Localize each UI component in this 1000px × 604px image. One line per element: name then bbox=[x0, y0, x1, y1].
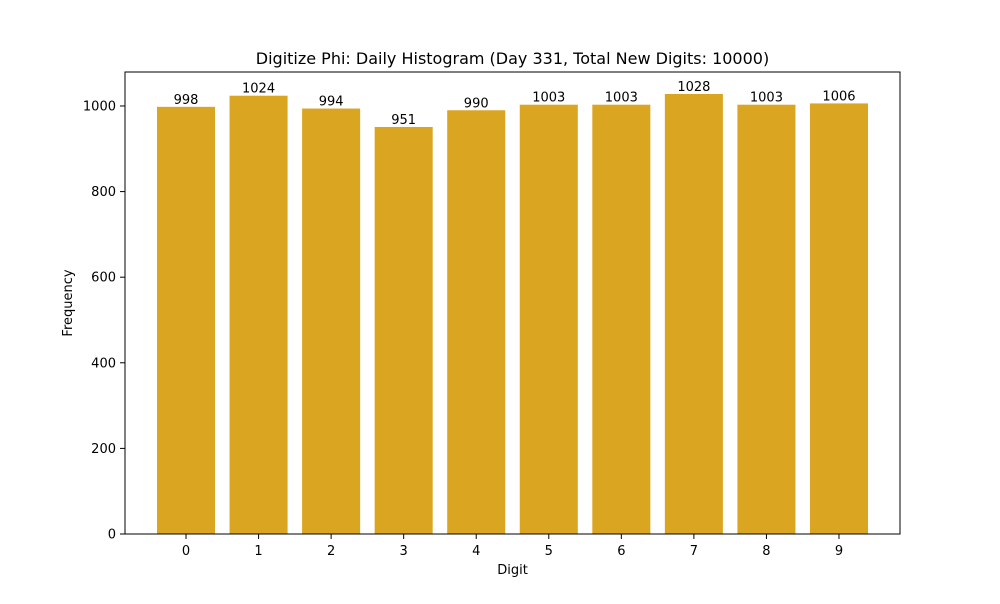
bars-group bbox=[157, 94, 868, 535]
bar-digit-2 bbox=[302, 108, 361, 535]
x-tick-label: 5 bbox=[545, 544, 553, 559]
x-tick-label: 4 bbox=[472, 544, 480, 559]
value-label-digit-4: 990 bbox=[464, 96, 489, 111]
y-tick-label: 1000 bbox=[83, 99, 116, 114]
bar-digit-7 bbox=[664, 94, 723, 534]
plot-area-frame bbox=[124, 71, 901, 535]
bar-digit-5 bbox=[519, 104, 578, 534]
y-tick-label: 200 bbox=[91, 442, 116, 457]
value-label-digit-7: 1028 bbox=[677, 80, 710, 95]
x-tick-label: 8 bbox=[762, 544, 770, 559]
y-axis-label: Frequency bbox=[61, 269, 76, 336]
bar-digit-9 bbox=[809, 103, 868, 535]
x-tick-label: 9 bbox=[835, 544, 843, 559]
value-label-digit-2: 994 bbox=[319, 95, 344, 110]
value-labels-group: 998 1024 994 951 990 1003 1003 1028 1003 1006 bbox=[174, 80, 856, 128]
y-tick-label: 400 bbox=[91, 356, 116, 371]
bar-digit-6 bbox=[592, 104, 651, 534]
y-tick-label: 0 bbox=[108, 528, 116, 543]
value-label-digit-3: 951 bbox=[391, 113, 416, 128]
x-tick-label: 7 bbox=[690, 544, 698, 559]
bar-digit-3 bbox=[374, 126, 433, 535]
value-label-digit-9: 1006 bbox=[822, 89, 855, 104]
y-tick-label: 600 bbox=[91, 271, 116, 286]
value-label-digit-1: 1024 bbox=[242, 82, 275, 97]
x-tick-label: 6 bbox=[617, 544, 625, 559]
bar-digit-1 bbox=[229, 95, 288, 535]
value-label-digit-6: 1003 bbox=[605, 91, 638, 106]
bar-digit-8 bbox=[737, 104, 796, 534]
value-label-digit-0: 998 bbox=[174, 93, 199, 108]
x-tick-label: 3 bbox=[400, 544, 408, 559]
value-label-digit-5: 1003 bbox=[532, 91, 565, 106]
x-axis-ticks: 0 1 2 3 4 5 6 7 8 9 bbox=[182, 534, 843, 559]
y-axis-ticks: 0 200 400 600 800 1000 bbox=[83, 99, 125, 543]
chart-title: Digitize Phi: Daily Histogram (Day 331, … bbox=[256, 49, 769, 68]
y-tick-label: 800 bbox=[91, 185, 116, 200]
x-tick-label: 2 bbox=[327, 544, 335, 559]
x-tick-label: 1 bbox=[254, 544, 262, 559]
x-tick-label: 0 bbox=[182, 544, 190, 559]
bar-digit-0 bbox=[157, 106, 216, 534]
x-axis-label: Digit bbox=[497, 563, 528, 578]
value-label-digit-8: 1003 bbox=[750, 91, 783, 106]
bar-digit-4 bbox=[447, 110, 506, 534]
